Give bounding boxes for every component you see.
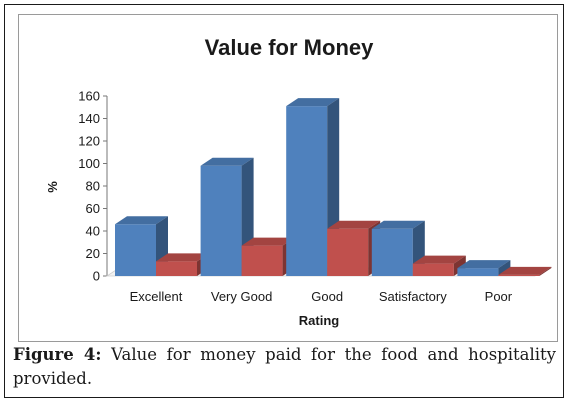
- x-tick-label: Poor: [485, 289, 513, 304]
- bar-good-s1: [286, 106, 328, 276]
- y-tick-label: 120: [78, 134, 100, 149]
- bar-top: [286, 98, 340, 107]
- bar-very-good-s2: [241, 245, 283, 276]
- bar-satisfactory-s2: [412, 263, 454, 276]
- y-tick-label: 20: [86, 246, 100, 261]
- bar-top: [498, 266, 552, 275]
- x-tick-label: Good: [311, 289, 343, 304]
- figure-caption: Figure 4: Value for money paid for the f…: [13, 343, 556, 391]
- bar-top: [327, 220, 381, 229]
- x-tick-label: Excellent: [130, 289, 183, 304]
- bar-top: [457, 260, 511, 269]
- y-tick-label: 60: [86, 201, 100, 216]
- bar-chart: Value for Money 0 20 40 60 80 100 120 140 160% Exc…: [45, 35, 552, 328]
- bar-top: [412, 255, 466, 264]
- bar-top: [156, 253, 209, 262]
- x-tick-label: Satisfactory: [379, 289, 447, 304]
- chart-area: Value for Money 0 20 40 60 80 100 120 140 160% Exc…: [18, 14, 558, 342]
- bar-poor-s2: [498, 274, 540, 276]
- figure-frame: Value for Money 0 20 40 60 80 100 120 140 160% Exc…: [4, 4, 564, 398]
- y-tick-label: 0: [93, 269, 100, 284]
- bar-side: [498, 260, 511, 276]
- bar-top: [241, 237, 295, 246]
- bar-very-good-s1: [200, 165, 242, 276]
- bar-side: [539, 266, 552, 276]
- y-tick-label: 140: [78, 111, 100, 126]
- y-tick-label: 80: [86, 179, 100, 194]
- y-tick-label: 100: [78, 156, 100, 171]
- y-tick-label: 40: [86, 224, 100, 239]
- bar-top: [371, 220, 425, 229]
- bar-excellent-s2: [156, 261, 197, 276]
- bar-top: [115, 216, 168, 225]
- bar-satisfactory-s1: [371, 228, 413, 276]
- figure-label: Figure 4:: [13, 345, 102, 364]
- y-tick-label: 160: [78, 89, 100, 104]
- bar-side: [453, 255, 466, 276]
- bar-excellent-s1: [115, 224, 156, 276]
- x-axis-label: Rating: [299, 313, 340, 328]
- figure-caption-text: Value for money paid for the food and ho…: [13, 345, 556, 388]
- x-tick-label: Very Good: [211, 289, 272, 304]
- y-axis-label: %: [45, 181, 60, 193]
- chart-title: Value for Money: [205, 35, 374, 60]
- bar-poor-s1: [457, 268, 499, 276]
- bar-top: [200, 157, 254, 166]
- bar-good-s2: [327, 228, 369, 276]
